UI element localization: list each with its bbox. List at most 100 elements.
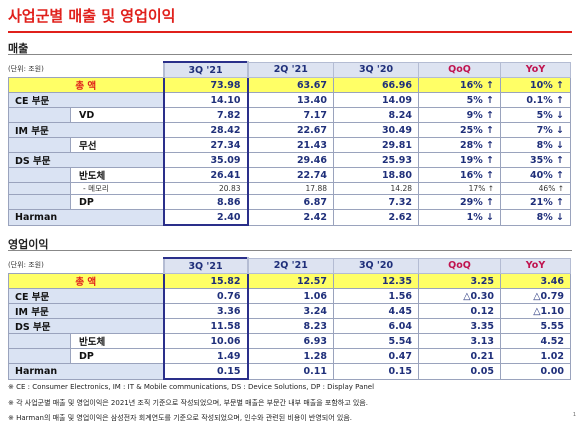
unit-label: (단위: 조원) xyxy=(8,65,44,73)
value-cell: 29% ↑ xyxy=(418,194,501,210)
value-cell: 27.34 xyxy=(162,137,249,153)
data-table: 3Q '21 2Q '21 3Q '20 QoQ YoY 총 액 73.98 63.67 66.… xyxy=(8,61,571,226)
value-cell: 3.25 xyxy=(418,273,501,289)
value-cell: 6.04 xyxy=(333,318,419,334)
value-cell: 11.58 xyxy=(162,318,249,334)
note: ※ 각 사업군별 매출 및 영업이익은 2021년 조직 기준으로 작성되었으며… xyxy=(8,398,368,407)
value-cell: 30.49 xyxy=(333,122,419,138)
value-cell: 5% ↑ xyxy=(418,92,501,108)
value-cell: 12.57 xyxy=(247,273,334,289)
value-cell: 14.28 xyxy=(333,182,419,195)
row-label: 반도체 xyxy=(70,167,164,183)
value-cell: 63.67 xyxy=(247,77,334,93)
unit-label: (단위: 조원) xyxy=(8,261,44,269)
data-row: VD 7.82 7.17 8.24 9% ↑ 5% ↓ xyxy=(8,107,571,123)
value-cell: 2.40 xyxy=(162,209,249,226)
row-label: DP xyxy=(70,194,164,210)
value-cell: 25% ↑ xyxy=(418,122,501,138)
value-cell: 1.06 xyxy=(247,288,334,304)
data-row: CE 부문 0.76 1.06 1.56 △0.30 △0.79 xyxy=(8,288,571,304)
row-label: VD xyxy=(70,107,164,123)
indent-cell xyxy=(8,107,71,123)
value-cell: 3.35 xyxy=(418,318,501,334)
value-cell: 21.43 xyxy=(247,137,334,153)
value-cell: 0.47 xyxy=(333,348,419,364)
value-cell: 29.81 xyxy=(333,137,419,153)
section-heading: 영업이익 xyxy=(8,236,572,251)
value-cell: 9% ↑ xyxy=(418,107,501,123)
value-cell: 7.17 xyxy=(247,107,334,123)
value-cell: 7.82 xyxy=(162,107,249,123)
value-cell: 7% ↓ xyxy=(500,122,571,138)
value-cell: 46% ↑ xyxy=(500,182,571,195)
header-cell xyxy=(8,62,164,78)
header-cell: QoQ xyxy=(418,61,501,78)
value-cell: 17% ↑ xyxy=(418,182,501,195)
indent-cell xyxy=(8,137,71,153)
value-cell: 8.24 xyxy=(333,107,419,123)
value-cell: 13.40 xyxy=(247,92,334,108)
value-cell: 21% ↑ xyxy=(500,194,571,210)
value-cell: 0.12 xyxy=(418,303,501,319)
value-cell: 5% ↓ xyxy=(500,107,571,123)
row-label: 반도체 xyxy=(70,333,164,349)
value-cell: 8.23 xyxy=(247,318,334,334)
value-cell: 1.56 xyxy=(333,288,419,304)
value-cell: 14.10 xyxy=(162,92,249,108)
note: ※ CE : Consumer Electronics, IM : IT & M… xyxy=(8,383,375,391)
value-cell: 8% ↓ xyxy=(500,137,571,153)
value-cell: 1.49 xyxy=(162,348,249,364)
row-label: CE 부문 xyxy=(8,288,164,304)
header-row: 3Q '21 2Q '21 3Q '20 QoQ YoY xyxy=(8,61,571,78)
row-label: 무선 xyxy=(70,137,164,153)
data-row: DP 8.86 6.87 7.32 29% ↑ 21% ↑ xyxy=(8,194,571,210)
value-cell: 16% ↑ xyxy=(418,77,501,93)
value-cell: 4.45 xyxy=(333,303,419,319)
data-row: DS 부문 11.58 8.23 6.04 3.35 5.55 xyxy=(8,318,571,334)
data-row: IM 부문 3.36 3.24 4.45 0.12 △1.10 xyxy=(8,303,571,319)
value-cell: 2.62 xyxy=(333,209,419,226)
value-cell: 14.09 xyxy=(333,92,419,108)
value-cell: 10.06 xyxy=(162,333,249,349)
value-cell: 0.05 xyxy=(418,363,501,380)
header-cell: YoY xyxy=(500,61,571,78)
value-cell: 3.46 xyxy=(500,273,571,289)
value-cell: △1.10 xyxy=(500,303,571,319)
table-body: 3Q '21 2Q '21 3Q '20 QoQ YoY 총 액 73.98 63.67 66.… xyxy=(8,61,571,226)
value-cell: 8% ↓ xyxy=(500,209,571,226)
value-cell: 0.76 xyxy=(162,288,249,304)
row-label: 총 액 xyxy=(8,273,164,289)
indent-cell xyxy=(8,348,71,364)
total-row: 총 액 73.98 63.67 66.96 16% ↑ 10% ↑ xyxy=(8,77,571,93)
value-cell: 16% ↑ xyxy=(418,167,501,183)
value-cell: 0.15 xyxy=(333,363,419,380)
row-label: - 메모리 xyxy=(70,182,164,195)
data-row: - 메모리 20.83 17.88 14.28 17% ↑ 46% ↑ xyxy=(8,182,571,195)
header-cell: 2Q '21 xyxy=(247,257,334,274)
header-cell: QoQ xyxy=(418,257,501,274)
row-label: IM 부문 xyxy=(8,303,164,319)
value-cell: 4.52 xyxy=(500,333,571,349)
value-cell: 0.11 xyxy=(247,363,334,380)
value-cell: 28.42 xyxy=(162,122,249,138)
value-cell: 10% ↑ xyxy=(500,77,571,93)
data-row: Harman 2.40 2.42 2.62 1% ↓ 8% ↓ xyxy=(8,209,571,226)
indent-cell xyxy=(8,182,71,195)
data-row: 무선 27.34 21.43 29.81 28% ↑ 8% ↓ xyxy=(8,137,571,153)
data-row: 반도체 26.41 22.74 18.80 16% ↑ 40% ↑ xyxy=(8,167,571,183)
value-cell: 17.88 xyxy=(247,182,334,195)
title-rule xyxy=(8,31,572,33)
value-cell: 1.02 xyxy=(500,348,571,364)
row-label: DS 부문 xyxy=(8,152,164,168)
value-cell: 8.86 xyxy=(162,194,249,210)
row-label: IM 부문 xyxy=(8,122,164,138)
value-cell: 29.46 xyxy=(247,152,334,168)
value-cell: 35.09 xyxy=(162,152,249,168)
value-cell: 20.83 xyxy=(162,182,249,195)
header-cell: YoY xyxy=(500,257,571,274)
value-cell: 26.41 xyxy=(162,167,249,183)
value-cell: 22.67 xyxy=(247,122,334,138)
header-row: 3Q '21 2Q '21 3Q '20 QoQ YoY xyxy=(8,257,571,274)
page-title: 사업군별 매출 및 영업이익 xyxy=(8,7,176,25)
page-number: 1 xyxy=(572,412,576,418)
